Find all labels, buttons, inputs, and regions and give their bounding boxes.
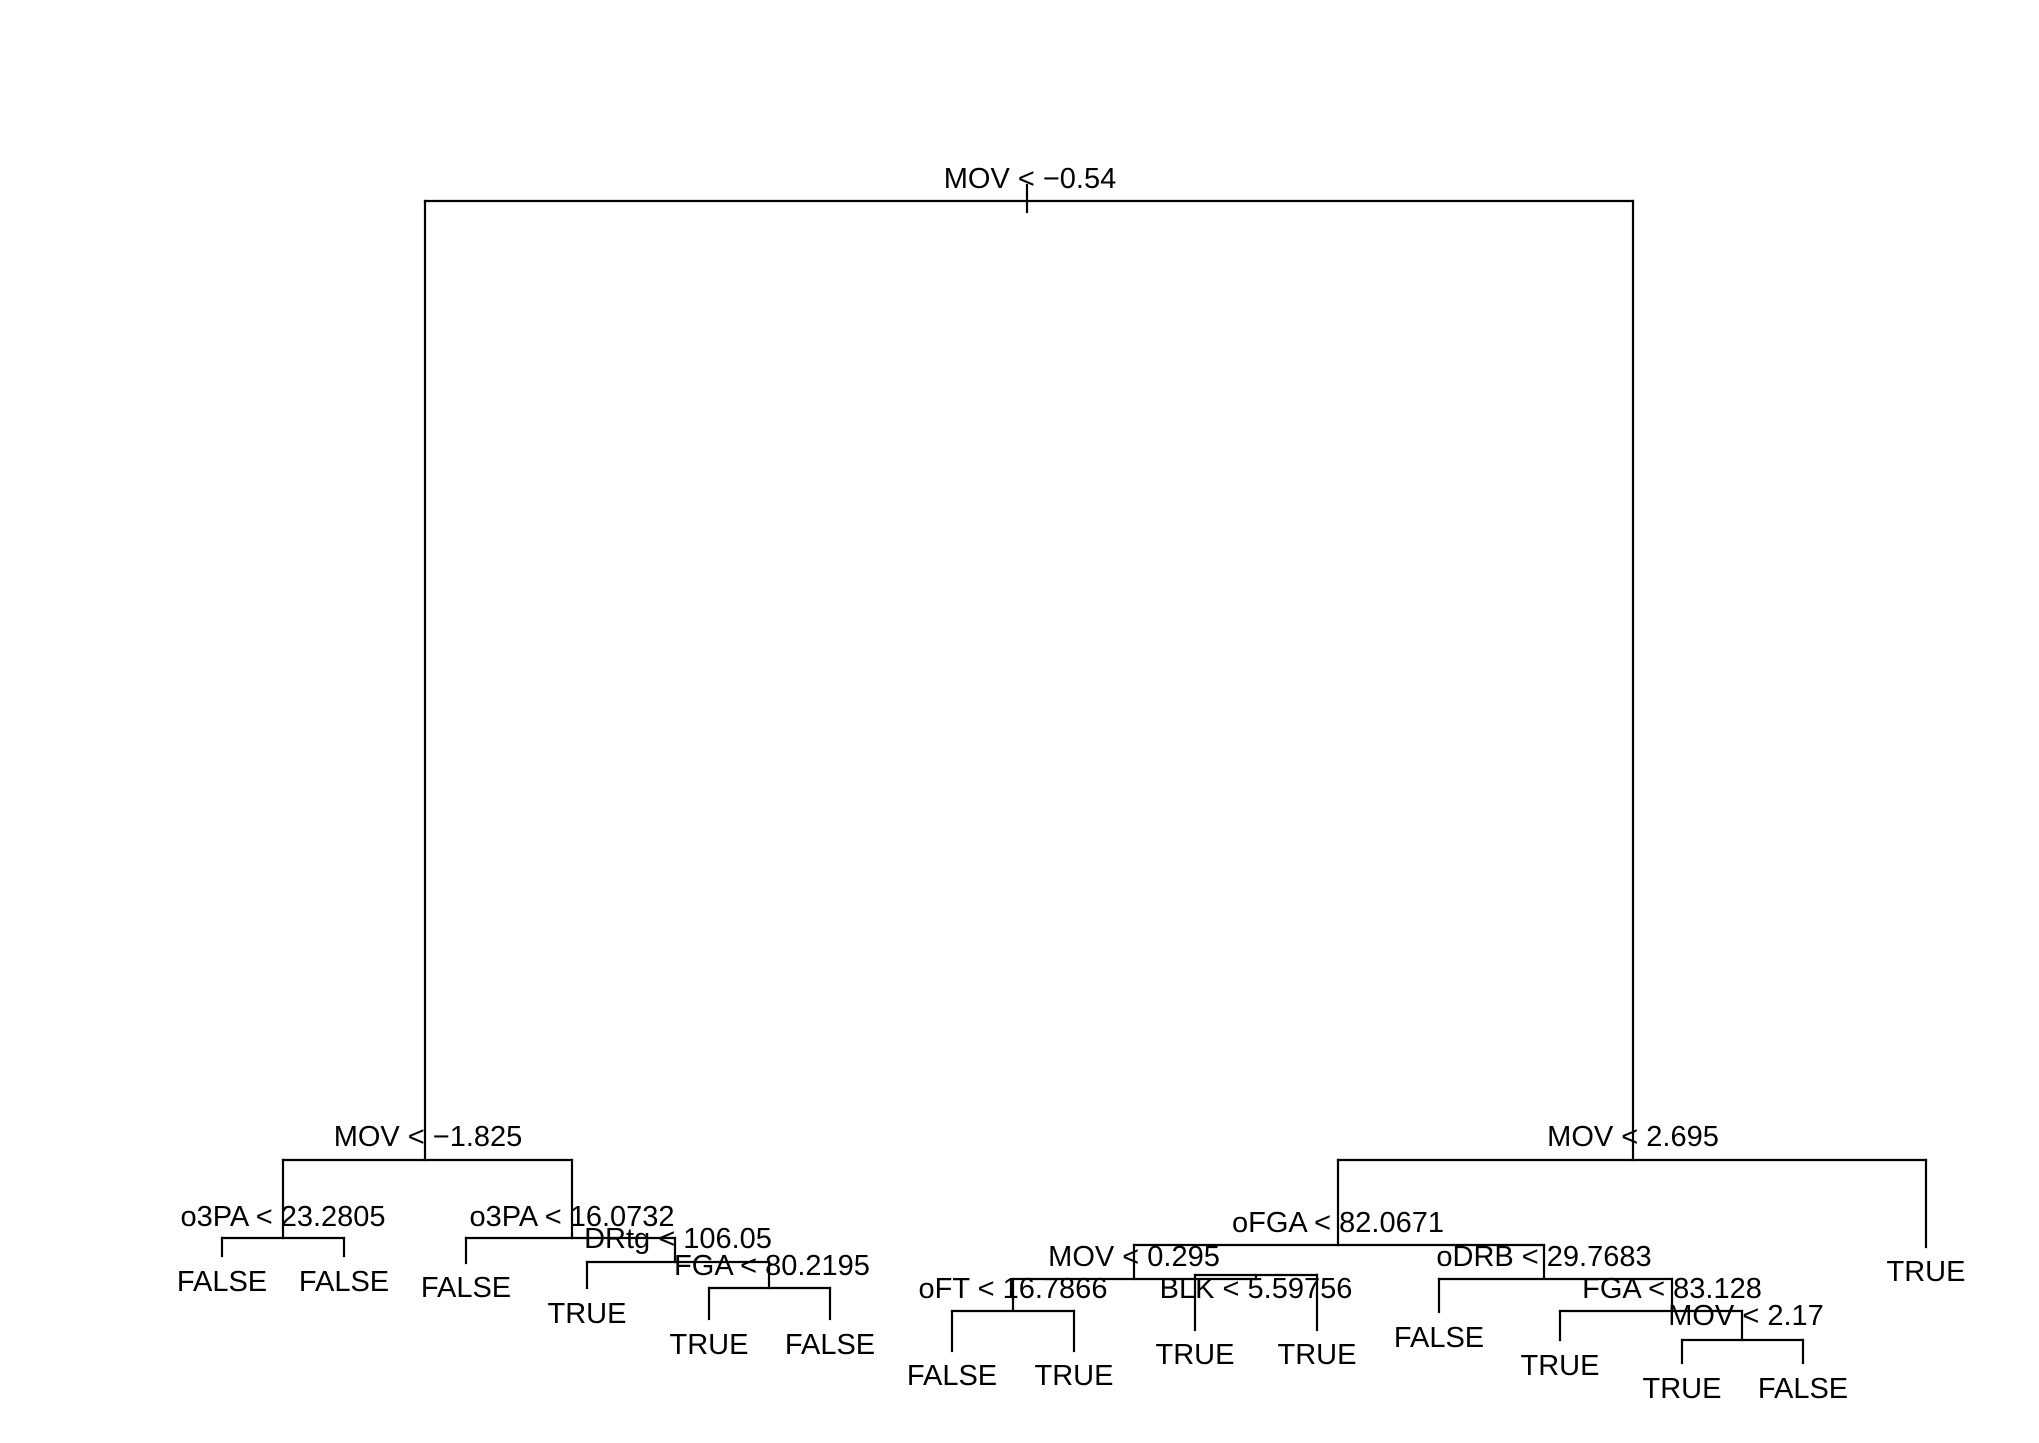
- leaf-label: TRUE: [1035, 1360, 1114, 1392]
- tree-branches: [220, 183, 1928, 1365]
- leaf-label: FALSE: [907, 1360, 997, 1392]
- leaf-label: TRUE: [548, 1298, 627, 1330]
- leaf-label: FALSE: [177, 1266, 267, 1298]
- leaf-label: FALSE: [785, 1329, 875, 1361]
- split-condition-label: MOV < −0.54: [944, 163, 1117, 195]
- leaf-label: TRUE: [1278, 1339, 1357, 1371]
- split-condition-label: MOV < −1.825: [334, 1121, 523, 1153]
- split-condition-label: MOV < 2.17: [1668, 1300, 1824, 1332]
- split-condition-label: MOV < 2.695: [1547, 1121, 1719, 1153]
- split-condition-label: FGA < 80.2195: [674, 1250, 870, 1282]
- leaf-label: TRUE: [1887, 1256, 1966, 1288]
- split-condition-label: FGA < 83.128: [1582, 1273, 1762, 1305]
- leaf-label: TRUE: [1156, 1339, 1235, 1371]
- leaf-label: FALSE: [299, 1266, 389, 1298]
- split-condition-label: oFGA < 82.0671: [1232, 1207, 1444, 1239]
- split-condition-label: oDRB < 29.7683: [1436, 1241, 1651, 1273]
- leaf-label: TRUE: [670, 1329, 749, 1361]
- leaf-label: TRUE: [1643, 1373, 1722, 1405]
- split-condition-label: MOV < 0.295: [1048, 1241, 1220, 1273]
- split-condition-label: o3PA < 23.2805: [180, 1201, 385, 1233]
- split-condition-label: o3PA < 16.0732: [469, 1201, 674, 1233]
- leaf-label: FALSE: [1758, 1373, 1848, 1405]
- leaf-label: TRUE: [1521, 1350, 1600, 1382]
- tree-labels: MOV < −0.54 MOV < −1.825 MOV < 2.695 o3PA <…: [177, 163, 1966, 1405]
- split-condition-label: oFT < 16.7866: [919, 1273, 1108, 1305]
- leaf-label: FALSE: [1394, 1322, 1484, 1354]
- split-condition-label: DRtg < 106.05: [584, 1223, 772, 1255]
- split-condition-label: BLK < 5.59756: [1160, 1273, 1353, 1305]
- leaf-label: FALSE: [421, 1272, 511, 1304]
